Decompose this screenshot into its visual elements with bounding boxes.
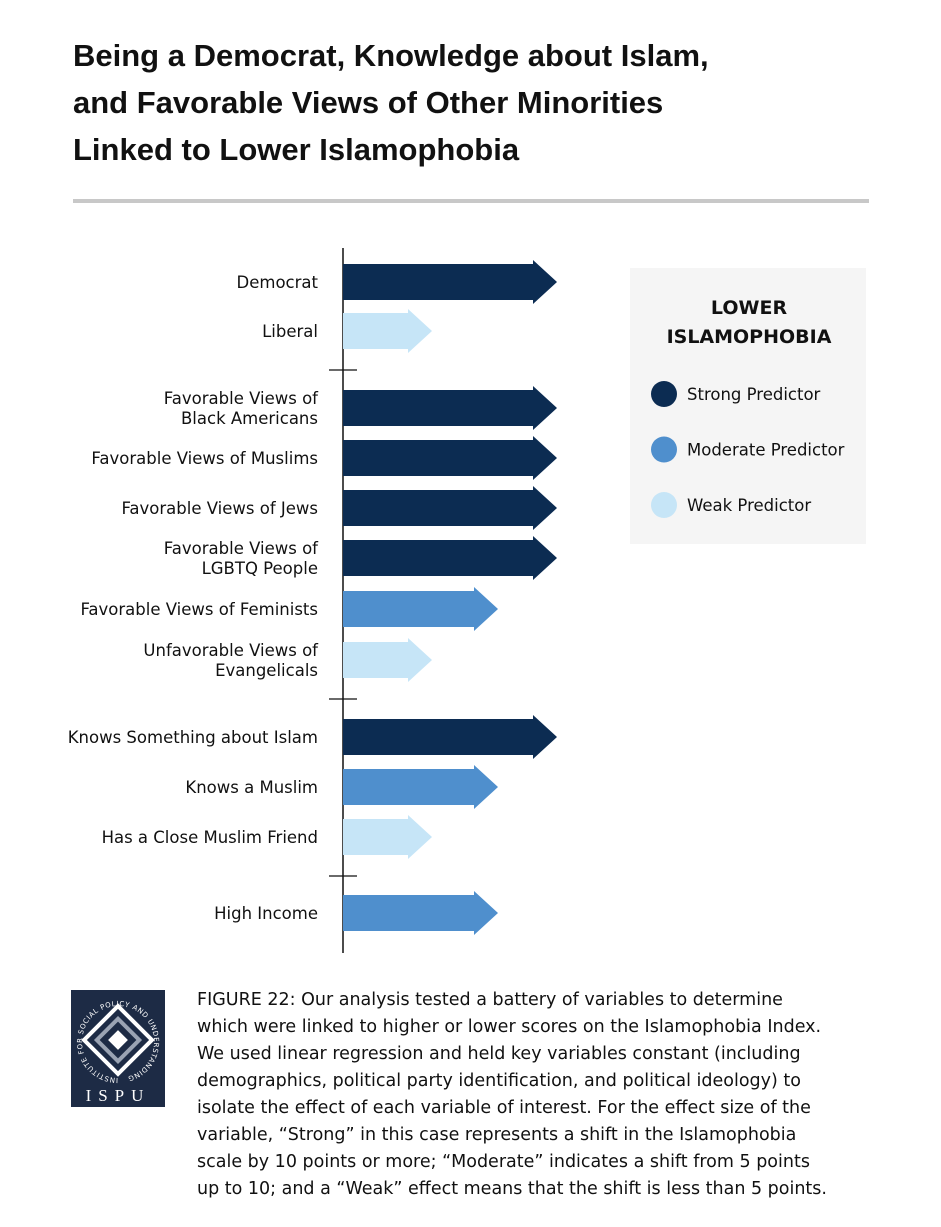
caption-line: up to 10; and a “Weak” effect means that… bbox=[197, 1179, 827, 1199]
predictor-arrow bbox=[343, 587, 498, 631]
predictor-arrow bbox=[343, 638, 432, 682]
predictor-arrow bbox=[343, 386, 557, 430]
legend-swatch bbox=[651, 436, 677, 463]
caption-line: isolate the effect of each variable of i… bbox=[197, 1098, 811, 1118]
caption-text: which were linked to higher or lower sco… bbox=[197, 1017, 821, 1037]
caption-text: We used linear regression and held key v… bbox=[197, 1044, 801, 1064]
predictor-arrow bbox=[343, 815, 432, 859]
row-label: Black Americans bbox=[181, 409, 318, 428]
caption-line: demographics, political party identifica… bbox=[197, 1071, 801, 1091]
row-label: Favorable Views of bbox=[164, 539, 319, 558]
logo-mark bbox=[81, 1003, 155, 1077]
caption-line: which were linked to higher or lower sco… bbox=[197, 1017, 821, 1037]
predictor-arrow bbox=[343, 436, 557, 480]
legend-title: LOWER bbox=[711, 297, 788, 319]
row-label: Knows a Muslim bbox=[185, 778, 318, 797]
row-label: Favorable Views of Feminists bbox=[80, 600, 318, 619]
row-label: Favorable Views of Jews bbox=[121, 499, 318, 518]
caption-line: FIGURE 22: Our analysis tested a battery… bbox=[197, 990, 783, 1010]
row-label: Unfavorable Views of bbox=[143, 641, 319, 660]
title-line: Being a Democrat, Knowledge about Islam, bbox=[73, 38, 709, 73]
row-label: High Income bbox=[214, 904, 318, 923]
legend-label: Moderate Predictor bbox=[687, 441, 845, 460]
caption-text: demographics, political party identifica… bbox=[197, 1071, 801, 1091]
predictor-arrow bbox=[343, 765, 498, 809]
row-label: Favorable Views of bbox=[164, 389, 319, 408]
legend-label: Strong Predictor bbox=[687, 385, 821, 404]
row-label: Liberal bbox=[262, 322, 318, 341]
caption-line: variable, “Strong” in this case represen… bbox=[197, 1125, 796, 1145]
caption-text: variable, “Strong” in this case represen… bbox=[197, 1125, 796, 1145]
legend-title: ISLAMOPHOBIA bbox=[667, 326, 832, 348]
row-label: Has a Close Muslim Friend bbox=[102, 828, 318, 847]
title-line: and Favorable Views of Other Minorities bbox=[73, 85, 663, 120]
title-line: Linked to Lower Islamophobia bbox=[73, 132, 520, 167]
predictor-arrow bbox=[343, 891, 498, 935]
legend-swatch bbox=[651, 492, 677, 518]
legend-swatch bbox=[651, 381, 677, 407]
row-label: Knows Something about Islam bbox=[68, 728, 318, 747]
caption-text: up to 10; and a “Weak” effect means that… bbox=[197, 1179, 827, 1199]
row-label: Democrat bbox=[237, 273, 319, 292]
row-label: LGBTQ People bbox=[202, 559, 318, 578]
legend-label: Weak Predictor bbox=[687, 496, 811, 515]
predictor-arrow bbox=[343, 715, 557, 759]
caption-line: We used linear regression and held key v… bbox=[197, 1044, 801, 1064]
caption-lead: FIGURE 22 bbox=[197, 990, 290, 1010]
logo-name: ISPU bbox=[86, 1086, 151, 1105]
predictor-arrow bbox=[343, 309, 432, 353]
row-label: Favorable Views of Muslims bbox=[91, 449, 318, 468]
caption-text: scale by 10 points or more; “Moderate” i… bbox=[197, 1152, 810, 1172]
predictor-arrow bbox=[343, 260, 557, 304]
row-label: Evangelicals bbox=[215, 661, 318, 680]
caption-text: : Our analysis tested a battery of varia… bbox=[290, 990, 783, 1010]
caption-line: scale by 10 points or more; “Moderate” i… bbox=[197, 1152, 810, 1172]
predictor-arrow bbox=[343, 486, 557, 530]
predictor-arrow bbox=[343, 536, 557, 580]
caption-text: isolate the effect of each variable of i… bbox=[197, 1098, 811, 1118]
